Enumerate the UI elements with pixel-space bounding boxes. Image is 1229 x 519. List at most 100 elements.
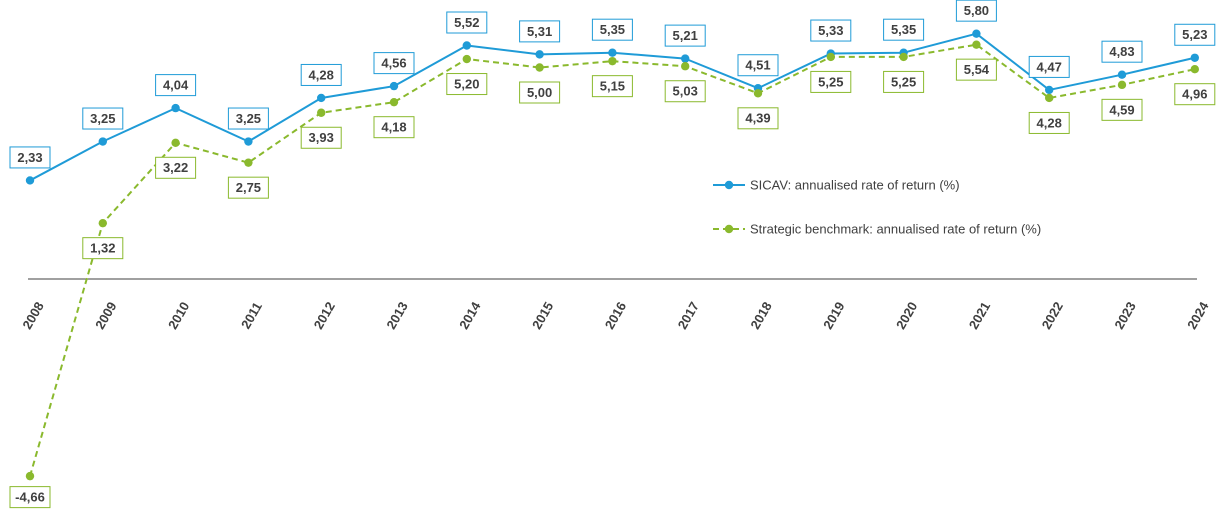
sicav-data-label: 4,56 (381, 56, 406, 71)
sicav-data-label-box (9, 146, 51, 169)
sicav-data-label-box (955, 0, 997, 22)
benchmark-data-label: 4,96 (1182, 87, 1207, 102)
x-tick-label: 2008 (19, 299, 46, 332)
x-tick-label: 2021 (966, 299, 993, 332)
x-tick-label: 2017 (675, 299, 702, 332)
benchmark-data-label: 5,54 (964, 62, 990, 77)
benchmark-data-label-box (591, 75, 633, 98)
benchmark-data-label: 2,75 (236, 180, 261, 195)
benchmark-data-label: 3,22 (163, 160, 188, 175)
sicav-data-label: 5,23 (1182, 27, 1207, 42)
benchmark-data-label: 4,28 (1037, 115, 1062, 130)
benchmark-point (462, 54, 471, 64)
benchmark-point (98, 218, 108, 228)
sicav-data-label: 4,47 (1037, 59, 1062, 74)
benchmark-data-label-box (373, 116, 415, 139)
x-tick-label: 2018 (747, 299, 774, 332)
sicav-data-label-box (373, 52, 415, 75)
x-tick-label: 2010 (165, 299, 192, 332)
sicav-point (462, 41, 471, 50)
sicav-point (1190, 53, 1200, 62)
benchmark-data-label: -4,66 (15, 490, 45, 505)
sicav-data-label-box (591, 18, 633, 41)
sicav-data-label: 3,25 (90, 111, 115, 126)
sicav-data-label: 5,35 (891, 22, 916, 37)
benchmark-data-label-box (300, 126, 342, 149)
benchmark-point (244, 158, 253, 167)
sicav-data-label: 5,35 (600, 22, 625, 37)
x-tick-label: 2020 (893, 299, 920, 332)
x-tick-label: 2013 (383, 299, 410, 332)
sicav-point (681, 54, 690, 63)
sicav-data-label-box (1174, 23, 1216, 46)
x-tick-label: 2009 (92, 299, 119, 332)
benchmark-data-label-box (519, 81, 561, 104)
benchmark-data-label: 1,32 (90, 241, 115, 256)
sicav-data-label-box (227, 107, 269, 130)
benchmark-point (389, 97, 399, 107)
benchmark-data-label-box (883, 70, 925, 93)
sicav-data-label: 5,80 (964, 3, 989, 18)
x-tick-label: 2024 (1184, 299, 1212, 332)
benchmark-point (972, 40, 981, 49)
benchmark-point (899, 52, 908, 62)
benchmark-point (753, 89, 763, 98)
legend-benchmark-marker (724, 224, 734, 234)
benchmark-point (608, 56, 617, 66)
benchmark-data-label-box (227, 176, 269, 199)
benchmark-data-label: 5,20 (454, 76, 479, 91)
benchmark-point (1117, 80, 1127, 90)
sicav-point (171, 103, 180, 113)
sicav-point (1045, 85, 1054, 95)
sicav-data-label: 4,51 (745, 58, 770, 73)
sicav-data-label: 5,33 (818, 23, 843, 38)
x-tick-label: 2012 (311, 299, 338, 332)
benchmark-data-label-box (82, 237, 124, 260)
benchmark-data-label-box (155, 156, 197, 179)
sicav-data-label: 5,52 (454, 15, 479, 30)
benchmark-data-label-box (1101, 98, 1143, 121)
sicav-point (98, 137, 108, 146)
sicav-data-label: 4,28 (309, 67, 334, 82)
benchmark-series-line (29, 43, 1196, 477)
sicav-data-label-box (446, 11, 488, 34)
sicav-point (317, 93, 326, 103)
benchmark-data-label: 5,25 (891, 74, 916, 89)
sicav-data-label-box (1028, 55, 1070, 78)
legend-sicav-marker (724, 180, 734, 190)
sicav-data-label-box (810, 19, 852, 42)
benchmark-data-label: 5,03 (673, 84, 698, 99)
sicav-point (389, 81, 399, 91)
benchmark-data-label-box (664, 80, 706, 103)
sicav-point (244, 137, 253, 146)
sicav-point (1117, 70, 1127, 79)
benchmark-data-label-box (9, 486, 51, 509)
x-tick-label: 2016 (602, 299, 629, 332)
sicav-data-label: 5,21 (673, 28, 698, 43)
sicav-point (608, 48, 617, 57)
x-tick-label: 2014 (456, 299, 484, 332)
benchmark-data-label: 4,39 (745, 111, 770, 126)
sicav-data-label-box (1101, 40, 1143, 63)
benchmark-point (317, 108, 326, 117)
benchmark-point (25, 471, 35, 481)
benchmark-data-label-box (1174, 83, 1216, 106)
sicav-data-label: 5,31 (527, 24, 552, 39)
sicav-data-label: 4,83 (1109, 44, 1134, 59)
benchmark-point (1190, 64, 1200, 74)
benchmark-point (681, 62, 690, 71)
benchmark-data-label-box (737, 107, 779, 130)
sicav-data-label-box (737, 54, 779, 77)
benchmark-data-label: 5,15 (600, 79, 625, 94)
benchmark-data-label: 5,00 (527, 85, 552, 100)
benchmark-point (1045, 93, 1054, 103)
x-tick-label: 2022 (1039, 299, 1066, 332)
benchmark-data-label: 4,18 (381, 120, 406, 135)
legend-benchmark-label: Strategic benchmark: annualised rate of … (750, 221, 1041, 236)
sicav-data-label: 3,25 (236, 111, 261, 126)
sicav-data-label-box (883, 18, 925, 41)
sicav-data-label-box (664, 24, 706, 47)
benchmark-point (826, 52, 835, 62)
